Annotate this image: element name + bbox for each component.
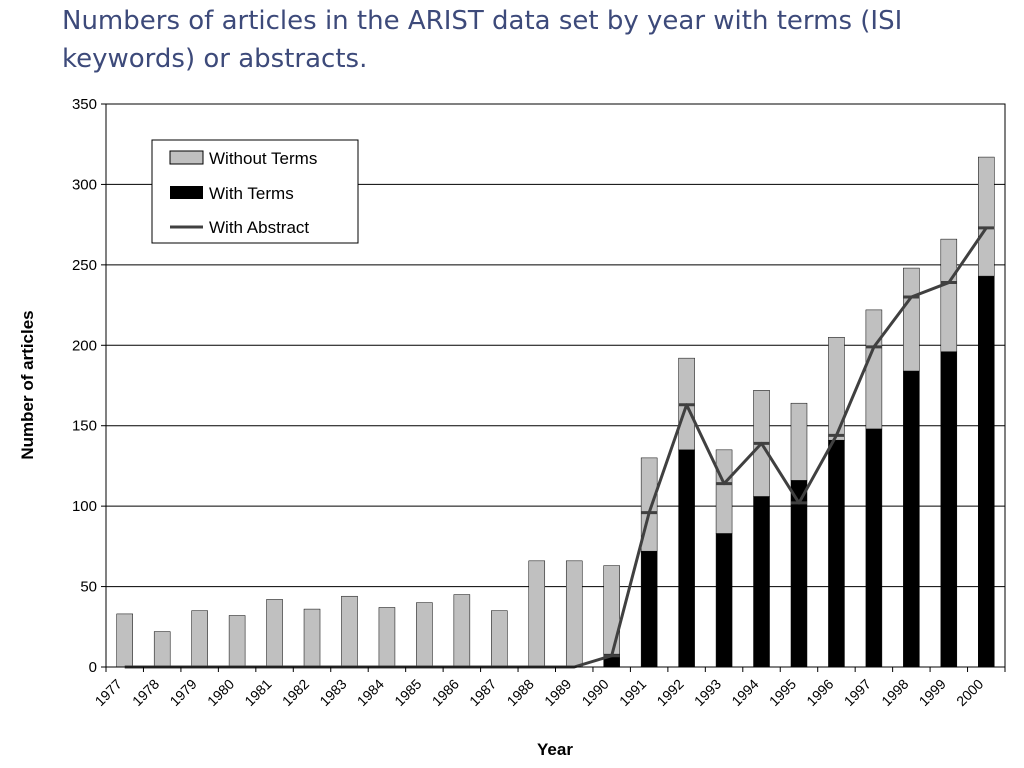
legend-label-with-terms: With Terms (209, 184, 294, 203)
y-tick-label: 0 (89, 659, 97, 676)
y-tick-label: 200 (72, 337, 97, 354)
x-tick-label: 1995 (766, 676, 799, 709)
x-tick-label: 1984 (354, 676, 387, 709)
bar-without-terms (715, 449, 733, 534)
bar-without-terms (603, 565, 620, 655)
y-tick-label: 350 (72, 96, 97, 113)
bar-without-terms (228, 615, 246, 668)
y-tick-label: 250 (72, 257, 97, 274)
legend-swatch-without-terms (169, 150, 204, 165)
x-tick-label: 1989 (541, 676, 574, 709)
bar-with-terms (640, 550, 658, 668)
bar-with-terms (828, 439, 845, 668)
bar-without-terms (191, 610, 208, 668)
bar-without-terms (790, 402, 808, 481)
bar-without-terms (828, 336, 845, 441)
slide-title: Numbers of articles in the ARIST data se… (62, 6, 903, 74)
x-tick-label: 1997 (841, 676, 874, 709)
legend-label-without-terms: Without Terms (209, 149, 317, 168)
x-tick-label: 1992 (653, 676, 686, 709)
bar-without-terms (565, 560, 583, 668)
x-tick-label: 1996 (803, 676, 836, 709)
legend: Without Terms With Terms With Abstract (151, 139, 359, 244)
bar-without-terms (528, 560, 546, 668)
x-tick-label: 1999 (916, 676, 949, 709)
x-tick-label: 1991 (616, 676, 649, 709)
bar-without-terms (491, 610, 508, 668)
legend-swatch-with-terms (170, 186, 203, 199)
bar-without-terms (903, 267, 920, 372)
y-tick-label: 300 (72, 176, 97, 193)
y-tick-label: 50 (80, 579, 97, 596)
bar-without-terms (416, 602, 433, 668)
bars (116, 156, 995, 668)
y-tick-label: 100 (72, 498, 97, 515)
bar-with-terms (678, 449, 695, 668)
bar-with-terms (715, 533, 733, 668)
bar-with-terms (940, 351, 958, 668)
bar-without-terms (978, 156, 995, 277)
bar-without-terms (453, 594, 471, 668)
x-tick-label: 1983 (316, 676, 349, 709)
x-tick-label: 1988 (504, 676, 537, 709)
bar-without-terms (266, 599, 283, 668)
x-tick-label: 1998 (878, 676, 911, 709)
x-axis-title: Year (537, 740, 573, 759)
bar-with-terms (865, 428, 883, 668)
bar-without-terms (153, 631, 171, 668)
x-tick-label: 1985 (391, 676, 424, 709)
bar-with-terms (753, 496, 770, 668)
bar-without-terms (303, 608, 321, 668)
x-tick-label: 1981 (241, 676, 274, 709)
x-tick-label: 1978 (129, 676, 162, 709)
bar-without-terms (865, 309, 883, 430)
line-with-abstract (124, 227, 988, 669)
bar-without-terms (378, 607, 396, 668)
x-tick-label: 1990 (578, 676, 611, 709)
x-tick-label: 1979 (166, 676, 199, 709)
bar-with-terms (903, 370, 920, 668)
x-tick-label: 2000 (953, 676, 986, 709)
x-tick-label: 1994 (728, 676, 761, 709)
x-tick-label: 1980 (204, 676, 237, 709)
bar-without-terms (341, 595, 358, 668)
y-tick-label: 150 (72, 418, 97, 435)
x-tick-label: 1977 (92, 676, 125, 709)
bar-with-terms (790, 480, 808, 668)
x-tick-label: 1982 (279, 676, 312, 709)
bar-without-terms (940, 238, 958, 352)
x-tick-label: 1987 (466, 676, 499, 709)
y-axis-title: Number of articles (18, 310, 37, 459)
bar-with-terms (978, 275, 995, 668)
abstract-line (124, 226, 995, 669)
legend-label-with-abstract: With Abstract (209, 218, 309, 237)
x-tick-label: 1993 (691, 676, 724, 709)
x-tick-label: 1986 (429, 676, 462, 709)
bar-without-terms (116, 613, 133, 668)
